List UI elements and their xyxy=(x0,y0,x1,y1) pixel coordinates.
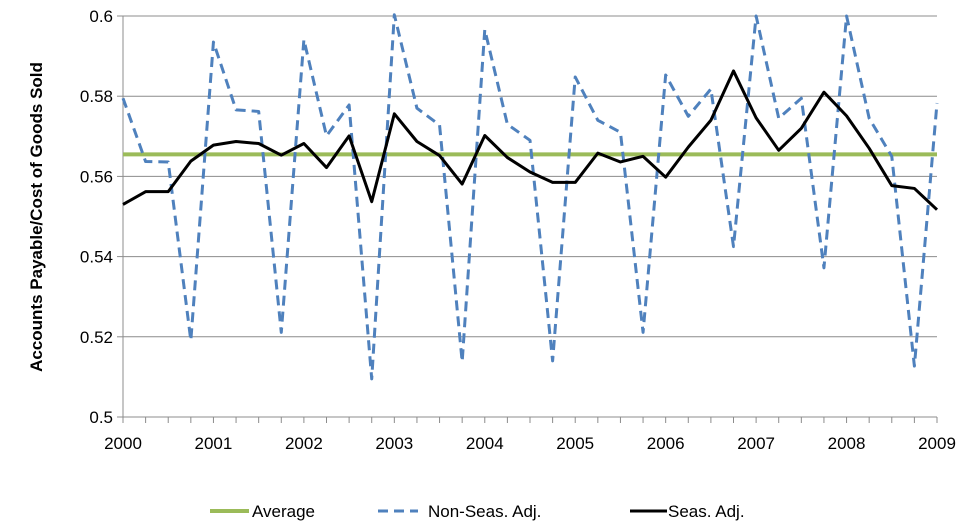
legend: Average Non-Seas. Adj. Seas. Adj. xyxy=(210,502,745,521)
y-tick-label-4: 0.58 xyxy=(80,87,113,106)
gridlines xyxy=(123,15,937,338)
x-tick-label-2002: 2002 xyxy=(285,434,323,453)
x-tick-label-2008: 2008 xyxy=(828,434,866,453)
tick-labels: 0.5 0.52 0.54 0.56 0.58 0.6 2000 2001 2002 2003 20… xyxy=(80,7,956,453)
y-axis-title: Accounts Payable/Cost of Goods Sold xyxy=(27,62,46,372)
x-tick-label-2006: 2006 xyxy=(647,434,685,453)
y-tick-label-1: 0.52 xyxy=(80,328,113,347)
x-tick-label-2001: 2001 xyxy=(195,434,233,453)
series-lines xyxy=(121,13,939,381)
x-tick-label-2000: 2000 xyxy=(104,434,142,453)
x-tick-label-2007: 2007 xyxy=(737,434,775,453)
y-tick-label-0: 0.5 xyxy=(89,408,113,427)
series-line-1 xyxy=(121,13,939,381)
legend-label-2: Seas. Adj. xyxy=(668,502,745,521)
series-line-2 xyxy=(122,69,939,211)
x-tick-label-2005: 2005 xyxy=(556,434,594,453)
legend-label-1: Non-Seas. Adj. xyxy=(428,502,541,521)
x-tick-label-2003: 2003 xyxy=(375,434,413,453)
x-tick-label-2004: 2004 xyxy=(466,434,504,453)
y-tick-label-2: 0.54 xyxy=(80,248,113,267)
y-tick-label-5: 0.6 xyxy=(89,7,113,26)
y-tick-label-3: 0.56 xyxy=(80,167,113,186)
x-tick-label-2009: 2009 xyxy=(918,434,956,453)
axes xyxy=(117,15,938,423)
legend-label-0: Average xyxy=(252,502,315,521)
